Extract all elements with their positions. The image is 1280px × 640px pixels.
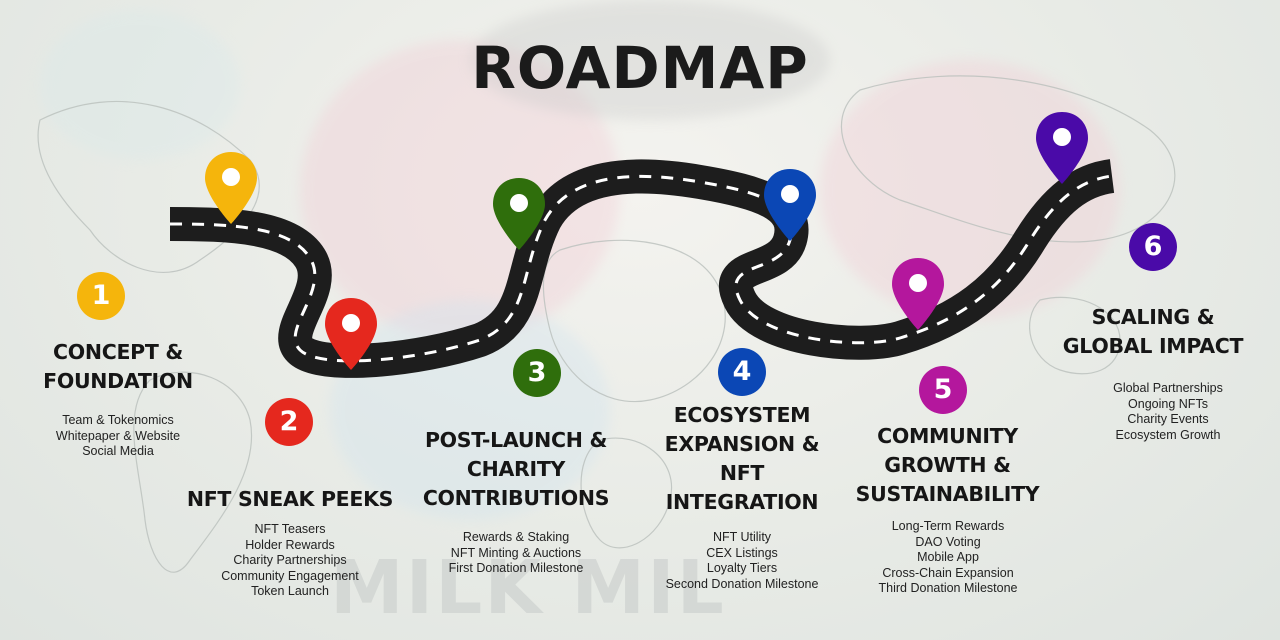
phase-item: Ongoing NFTs <box>1128 396 1208 411</box>
phase-item: Ecosystem Growth <box>1115 427 1221 442</box>
phase-heading: POST-LAUNCH & CHARITY CONTRIBUTIONS <box>422 428 610 510</box>
map-pin-icon <box>205 152 257 224</box>
phase-item: Charity Events <box>1127 412 1209 426</box>
phase-item: NFT Teasers <box>254 522 326 536</box>
phase-heading: CONCEPT & FOUNDATION <box>43 340 193 393</box>
phase-items: Rewards & Staking NFT Minting & Auctions F… <box>416 530 616 577</box>
phase-items: Team & Tokenomics Whitepaper & Website Soc… <box>18 413 218 460</box>
phase-number-badge: 1 <box>77 272 125 320</box>
phase-item: Rewards & Staking <box>462 530 570 544</box>
phase-item: Loyalty Tiers <box>706 561 778 575</box>
phase-number-badge: 2 <box>265 398 313 446</box>
phase-items: Global Partnerships Ongoing NFTs Charity E… <box>1068 381 1268 443</box>
phase-item: Community Engagement <box>221 568 359 583</box>
phase-number-badge: 4 <box>718 348 766 396</box>
phase-item: Third Donation Milestone <box>878 581 1018 595</box>
phase-item: NFT Utility <box>712 530 772 544</box>
phase-item: Whitepaper & Website <box>55 428 181 443</box>
page-title: ROADMAP <box>471 34 809 102</box>
phase-heading: SCALING & GLOBAL IMPACT <box>1062 305 1244 358</box>
phase-item: Charity Partnerships <box>233 553 347 567</box>
phase-items: NFT Utility CEX Listings Loyalty Tiers Seco… <box>642 530 842 592</box>
phase-items: NFT Teasers Holder Rewards Charity Partner… <box>180 522 400 600</box>
phase-number-badge: 6 <box>1129 223 1177 271</box>
map-pin-icon <box>1036 112 1088 184</box>
phase-item: Token Launch <box>251 584 329 598</box>
phase-number-badge: 5 <box>919 366 967 414</box>
watermark-text: MILK MIL <box>330 545 726 631</box>
phase-items: Long-Term Rewards DAO Voting Mobile App Cro… <box>848 519 1048 597</box>
phase-item: Second Donation Milestone <box>665 576 819 591</box>
map-pin-icon <box>764 169 816 241</box>
map-pin-icon <box>325 298 377 370</box>
phase-item: CEX Listings <box>706 545 778 560</box>
phase-item: NFT Minting & Auctions <box>450 545 582 560</box>
phase-heading: COMMUNITY GROWTH & SUSTAINABILITY <box>855 424 1040 506</box>
phase-item: Social Media <box>82 444 154 458</box>
phase-item: First Donation Milestone <box>448 561 584 575</box>
map-pin-icon <box>892 258 944 330</box>
phase-item: Global Partnerships <box>1113 381 1223 395</box>
phase-item: DAO Voting <box>915 534 981 549</box>
phase-heading: NFT SNEAK PEEKS <box>186 487 394 511</box>
phase-item: Cross-Chain Expansion <box>882 565 1014 580</box>
phase-heading: ECOSYSTEM EXPANSION & NFT INTEGRATION <box>664 403 820 514</box>
phase-item: Mobile App <box>917 550 979 564</box>
map-pin-icon <box>493 178 545 250</box>
phase-number-badge: 3 <box>513 349 561 397</box>
phase-item: Holder Rewards <box>245 537 335 552</box>
phase-item: Team & Tokenomics <box>62 413 174 427</box>
phase-item: Long-Term Rewards <box>891 519 1005 533</box>
